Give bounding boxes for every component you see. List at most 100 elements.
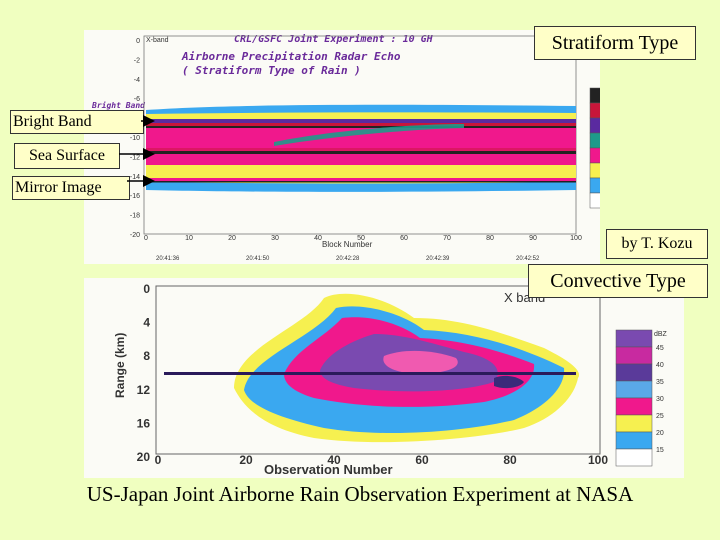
legend-level: 25 (656, 413, 664, 420)
echo-35dbz-top (146, 119, 576, 123)
x-tick-labels: 0 20 40 60 80 100 (155, 453, 609, 467)
figure-subtitle: ( Stratiform Type of Rain ) (182, 64, 361, 77)
x-tick-label: 40 (327, 453, 341, 467)
convective-type-label: Convective Type (528, 264, 708, 298)
x-tick-label: 70 (443, 235, 451, 242)
x-tick-label: 30 (271, 235, 279, 242)
legend-swatch (589, 132, 627, 149)
y-tick-label: -16 (130, 193, 140, 200)
echo-streak (274, 124, 464, 146)
y-tick-label: -6 (134, 96, 140, 103)
legend-swatch (589, 162, 627, 179)
y-tick-label: 4 (143, 316, 150, 330)
stratiform-radar-figure: X-band CRL/GSFC Joint Experiment : 10 GH… (84, 30, 641, 264)
y-tick-label: 8 (143, 349, 150, 363)
legend-swatch (589, 147, 627, 164)
time-tick-label: 20:42:39 (426, 256, 450, 262)
y-tick-label: -4 (134, 77, 140, 84)
legend-swatch (615, 346, 653, 365)
x-tick-label: 50 (357, 235, 365, 242)
legend-swatch (615, 329, 653, 348)
y-tick-label: -2 (134, 57, 140, 64)
x-tick-label: 60 (415, 453, 429, 467)
x-tick-label: 80 (503, 453, 517, 467)
mirror-echo-line (146, 181, 576, 183)
dbz-legend: dBZ 45 40 35 30 25 20 15 (615, 329, 668, 467)
legend-swatch (615, 363, 653, 382)
sea-surface-label: Sea Surface (14, 143, 120, 169)
y-tick-label: 0 (143, 282, 150, 296)
y-axis-label: Range (km) (113, 333, 127, 398)
y-tick-label: -14 (130, 174, 140, 181)
legend-level: 30 (656, 396, 664, 403)
legend-unit: dBZ (654, 331, 668, 338)
time-tick-labels: 20:41:36 20:41:50 20:42:28 20:42:39 20:42:52 (156, 256, 540, 262)
legend-swatch (589, 87, 627, 104)
y-tick-labels: 0-2-4-6-8-10-12-14-16-18-20 (130, 38, 140, 239)
legend-swatch (615, 448, 653, 467)
y-tick-label: -18 (130, 213, 140, 220)
x-tick-label: 100 (570, 235, 582, 242)
time-tick-label: 20:41:50 (246, 256, 270, 262)
x-axis-label: Block Number (322, 240, 373, 249)
legend-swatch (615, 431, 653, 450)
legend-swatch (615, 380, 653, 399)
mirror-image-label: Mirror Image (12, 176, 130, 200)
experiment-header: CRL/GSFC Joint Experiment : 10 GH (234, 33, 434, 45)
side-bright-band-label: Bright Band (91, 100, 145, 110)
legend-level: 40 (656, 362, 664, 369)
y-tick-label: -12 (130, 154, 140, 161)
x-tick-labels: 0 10 20 30 40 50 60 70 80 90 100 (144, 235, 582, 242)
legend-level: 15 (656, 447, 664, 454)
x-tick-label: 0 (155, 453, 162, 467)
legend-swatch (615, 397, 653, 416)
echo-45dbz (494, 375, 524, 389)
x-tick-label: 80 (486, 235, 494, 242)
echo-40dbz (383, 350, 458, 374)
time-tick-label: 20:42:28 (336, 256, 360, 262)
credit-label: by T. Kozu (606, 229, 708, 259)
echo-30dbz (146, 148, 576, 153)
bright-band-label: Bright Band (10, 110, 144, 134)
y-tick-labels: 0 4 8 12 16 20 (137, 282, 151, 464)
x-tick-label: 20 (239, 453, 253, 467)
x-tick-label: 20 (228, 235, 236, 242)
legend-swatch (589, 102, 627, 119)
time-tick-label: 20:41:36 (156, 256, 180, 262)
time-tick-label: 20:42:52 (516, 256, 540, 262)
y-tick-label: -10 (130, 135, 140, 142)
plot-frame (155, 285, 601, 455)
x-tick-label: 90 (529, 235, 537, 242)
stratiform-type-label: Stratiform Type (534, 26, 696, 60)
legend-swatch (589, 192, 627, 209)
y-tick-label: 20 (137, 450, 151, 464)
x-tick-label: 0 (144, 235, 148, 242)
convective-radar-figure: X band 0 4 8 12 16 20 0 20 40 60 80 100 Observatio… (84, 278, 684, 478)
y-tick-label: -20 (130, 232, 140, 239)
legend-swatch (589, 177, 627, 194)
footer-caption: US-Japan Joint Airborne Rain Observation… (86, 482, 634, 506)
mirror-echo (146, 178, 576, 181)
band-name: X-band (146, 37, 169, 44)
stratiform-radar-plot: X-band CRL/GSFC Joint Experiment : 10 GH… (91, 33, 641, 262)
legend-swatch (589, 117, 627, 134)
x-axis-label: Observation Number (264, 462, 393, 477)
y-tick-label: 12 (137, 383, 151, 397)
legend-level: 20 (656, 430, 664, 437)
sea-surface-echo (146, 151, 576, 154)
echo-40dbz (146, 123, 576, 126)
x-tick-label: 100 (588, 453, 608, 467)
sea-surface-line (164, 372, 576, 375)
legend-level: 45 (656, 345, 664, 352)
x-tick-label: 40 (314, 235, 322, 242)
echo-layers (146, 104, 576, 192)
bright-band-echo (146, 126, 576, 128)
legend-level: 35 (656, 379, 664, 386)
convective-echo (164, 293, 580, 443)
x-tick-label: 60 (400, 235, 408, 242)
y-tick-label: 16 (137, 416, 151, 430)
legend-swatch (615, 414, 653, 433)
mirror-echo-fill (146, 170, 576, 178)
